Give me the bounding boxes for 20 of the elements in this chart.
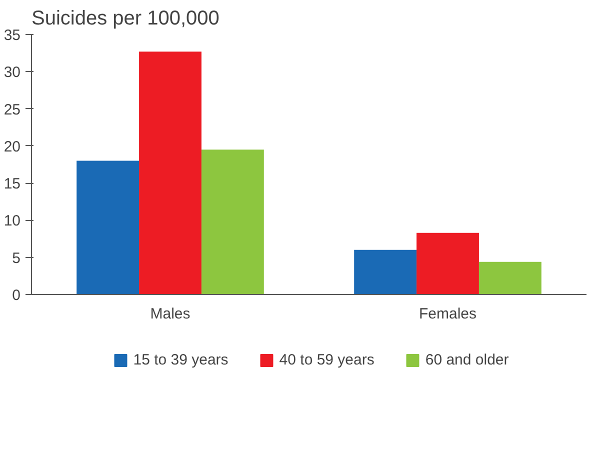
bar bbox=[76, 160, 140, 294]
chart-title: Suicides per 100,000 bbox=[32, 8, 220, 30]
bar bbox=[201, 150, 264, 294]
bar bbox=[478, 262, 542, 294]
y-tick-label: 0 bbox=[12, 287, 20, 304]
y-tick-label: 20 bbox=[4, 138, 21, 156]
x-tick-label: Males bbox=[150, 306, 190, 322]
legend-label: 40 to 59 years bbox=[279, 352, 374, 368]
bar bbox=[416, 232, 479, 294]
legend-label: 60 and older bbox=[425, 352, 509, 368]
x-tick-label: Females bbox=[418, 306, 477, 322]
y-tick-label: 15 bbox=[4, 176, 21, 193]
legend-label: 15 to 39 years bbox=[133, 352, 228, 368]
y-tick-label: 10 bbox=[4, 212, 21, 230]
y-tick-label: 30 bbox=[4, 64, 21, 82]
y-tick-label: 25 bbox=[4, 101, 21, 118]
y-tick-label: 5 bbox=[12, 250, 20, 267]
bar bbox=[139, 52, 202, 294]
bar bbox=[354, 250, 417, 294]
y-tick-label: 35 bbox=[4, 27, 21, 44]
